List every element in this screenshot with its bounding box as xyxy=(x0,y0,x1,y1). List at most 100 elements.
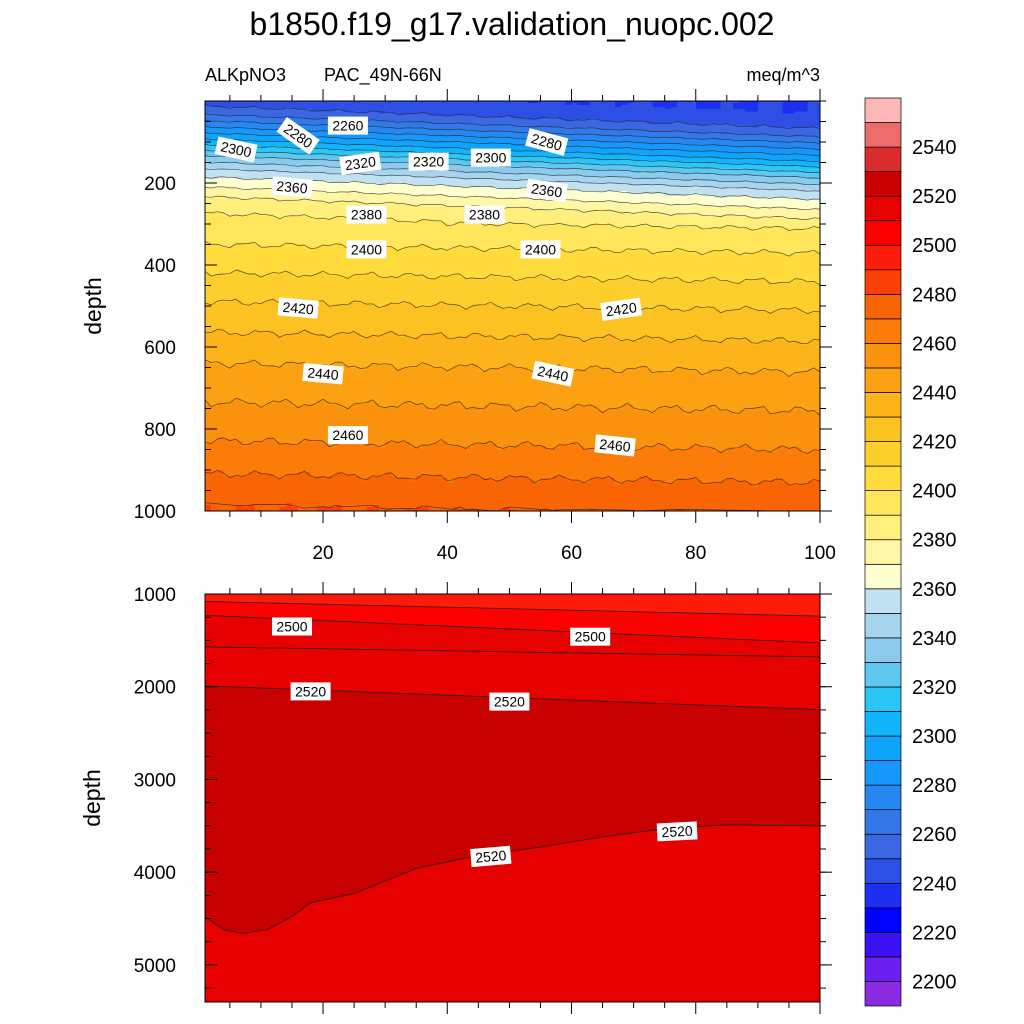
upper-field-cell xyxy=(316,178,324,182)
upper-field-cell xyxy=(248,111,256,114)
upper-field-cell xyxy=(304,246,312,250)
upper-field-cell xyxy=(267,166,274,170)
upper-field-cell xyxy=(205,328,212,332)
upper-field-cell xyxy=(229,252,237,256)
upper-field-cell xyxy=(291,338,299,342)
upper-field-cell xyxy=(335,219,343,223)
upper-field-cell xyxy=(316,506,324,510)
upper-field-cell xyxy=(229,496,237,500)
upper-field-cell xyxy=(329,494,337,498)
upper-field-cell xyxy=(242,426,250,430)
upper-field-cell xyxy=(316,156,324,159)
upper-field-cell xyxy=(217,101,225,104)
upper-field-cell xyxy=(260,375,268,379)
upper-field-cell xyxy=(335,283,343,287)
upper-field-cell xyxy=(298,398,305,401)
upper-field-cell xyxy=(229,326,237,330)
upper-field-cell xyxy=(329,363,337,367)
upper-field-cell xyxy=(267,314,274,317)
upper-field-cell xyxy=(205,312,212,315)
upper-field-cell xyxy=(267,303,274,307)
upper-field-cell xyxy=(242,478,250,481)
upper-field-cell xyxy=(248,455,256,459)
upper-field-cell xyxy=(217,248,225,252)
upper-field-cell xyxy=(248,416,256,420)
upper-field-cell xyxy=(329,404,337,408)
upper-field-cell xyxy=(254,498,262,502)
upper-field-cell xyxy=(236,455,243,459)
upper-field-cell xyxy=(291,390,299,393)
upper-field-cell xyxy=(298,326,305,330)
upper-field-cell xyxy=(236,371,243,375)
upper-field-cell xyxy=(254,269,262,272)
upper-field-cell xyxy=(229,441,237,444)
upper-field-cell xyxy=(248,344,256,348)
upper-field-cell xyxy=(285,316,293,319)
upper-field-cell xyxy=(279,207,287,211)
upper-field-cell xyxy=(211,180,219,184)
upper-field-cell xyxy=(285,498,293,502)
upper-field-cell xyxy=(254,172,262,176)
upper-field-cell xyxy=(248,365,256,369)
upper-field-cell xyxy=(329,394,337,397)
upper-field-cell xyxy=(298,369,305,373)
upper-field-cell xyxy=(236,199,243,203)
upper-field-cell xyxy=(211,445,219,449)
upper-field-cell xyxy=(279,383,287,387)
upper-field-cell xyxy=(335,463,343,467)
upper-field-cell xyxy=(267,502,274,506)
upper-field-cell xyxy=(323,420,330,424)
upper-field-cell xyxy=(236,437,243,440)
upper-field-cell xyxy=(273,416,281,420)
upper-field-cell xyxy=(236,195,243,198)
upper-field-cell xyxy=(205,385,212,389)
upper-field-cell xyxy=(254,295,262,299)
upper-field-cell xyxy=(329,256,337,260)
upper-field-cell xyxy=(298,244,305,248)
upper-field-cell xyxy=(254,342,262,346)
upper-field-cell xyxy=(217,351,225,354)
upper-field-cell xyxy=(248,502,256,506)
upper-field-cell xyxy=(217,455,225,459)
upper-field-cell xyxy=(260,238,268,241)
upper-field-cell xyxy=(229,295,237,299)
upper-field-cell xyxy=(304,125,312,129)
upper-field-cell xyxy=(236,410,243,414)
upper-field-cell xyxy=(285,371,293,375)
upper-field-cell xyxy=(298,281,305,285)
upper-field-cell xyxy=(229,115,237,118)
upper-field-cell xyxy=(205,508,212,512)
upper-field-cell xyxy=(260,234,268,237)
upper-field-cell xyxy=(316,402,324,405)
upper-field-cell xyxy=(316,189,324,192)
upper-field-cell xyxy=(229,461,237,465)
upper-field-cell xyxy=(279,486,287,490)
upper-field-cell xyxy=(316,463,324,467)
upper-field-cell xyxy=(217,314,225,317)
upper-field-cell xyxy=(316,273,324,276)
upper-field-cell xyxy=(254,445,262,449)
upper-field-cell xyxy=(229,504,237,508)
upper-field-cell xyxy=(223,500,231,504)
upper-field-cell xyxy=(236,299,243,303)
upper-field-cell xyxy=(205,170,212,174)
upper-field-cell xyxy=(304,199,312,203)
upper-field-cell xyxy=(291,467,299,471)
upper-field-cell xyxy=(304,197,312,200)
upper-field-cell xyxy=(335,228,343,231)
upper-field-cell xyxy=(335,455,343,459)
upper-field-cell xyxy=(316,279,324,282)
upper-field-cell xyxy=(229,314,237,317)
upper-field-cell xyxy=(223,410,231,414)
upper-field-cell xyxy=(298,316,305,319)
upper-field-cell xyxy=(254,185,262,188)
upper-field-cell xyxy=(304,453,312,457)
upper-field-cell xyxy=(267,488,274,492)
upper-field-cell xyxy=(242,131,250,135)
upper-field-cell xyxy=(217,310,225,313)
upper-field-cell xyxy=(335,508,343,512)
upper-field-cell xyxy=(323,275,330,278)
upper-field-cell xyxy=(236,180,243,184)
upper-field-cell xyxy=(341,191,349,194)
upper-field-cell xyxy=(217,242,225,246)
